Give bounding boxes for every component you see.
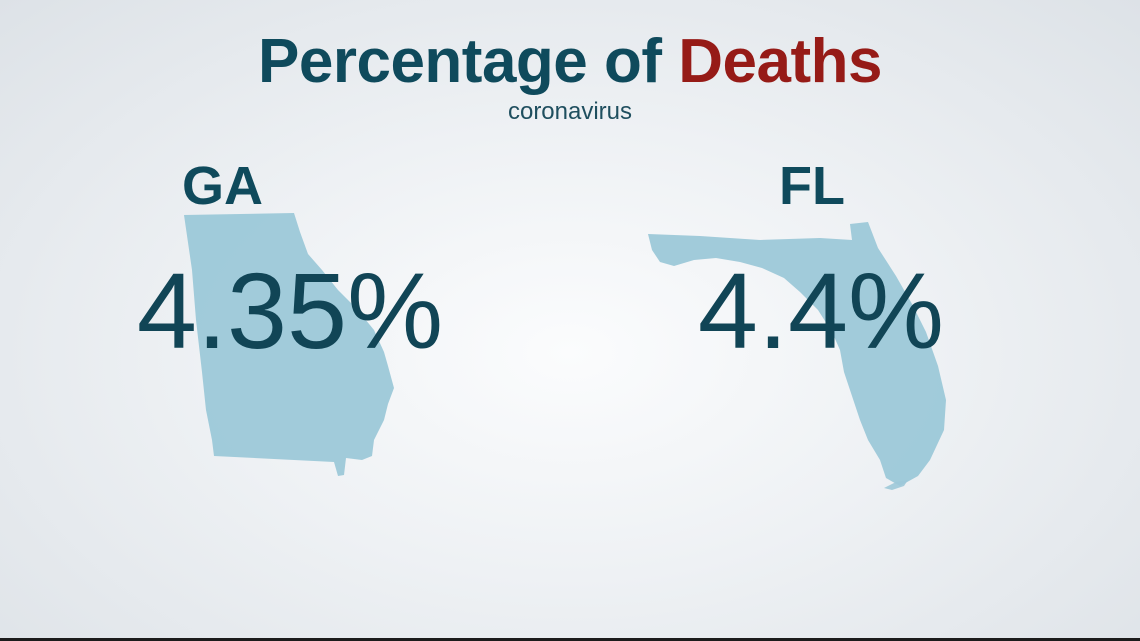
title-part-1: Percentage of xyxy=(258,27,679,96)
florida-percentage: 4.4% xyxy=(697,250,945,371)
georgia-code: GA xyxy=(182,156,263,216)
florida-code: FL xyxy=(779,156,845,216)
georgia-percentage: 4.35% xyxy=(136,250,444,371)
bottom-border xyxy=(0,638,1140,641)
subtitle: coronavirus xyxy=(507,98,633,125)
title-part-2-deaths: Deaths xyxy=(678,27,882,96)
page-title: Percentage of Deaths xyxy=(0,26,1140,98)
